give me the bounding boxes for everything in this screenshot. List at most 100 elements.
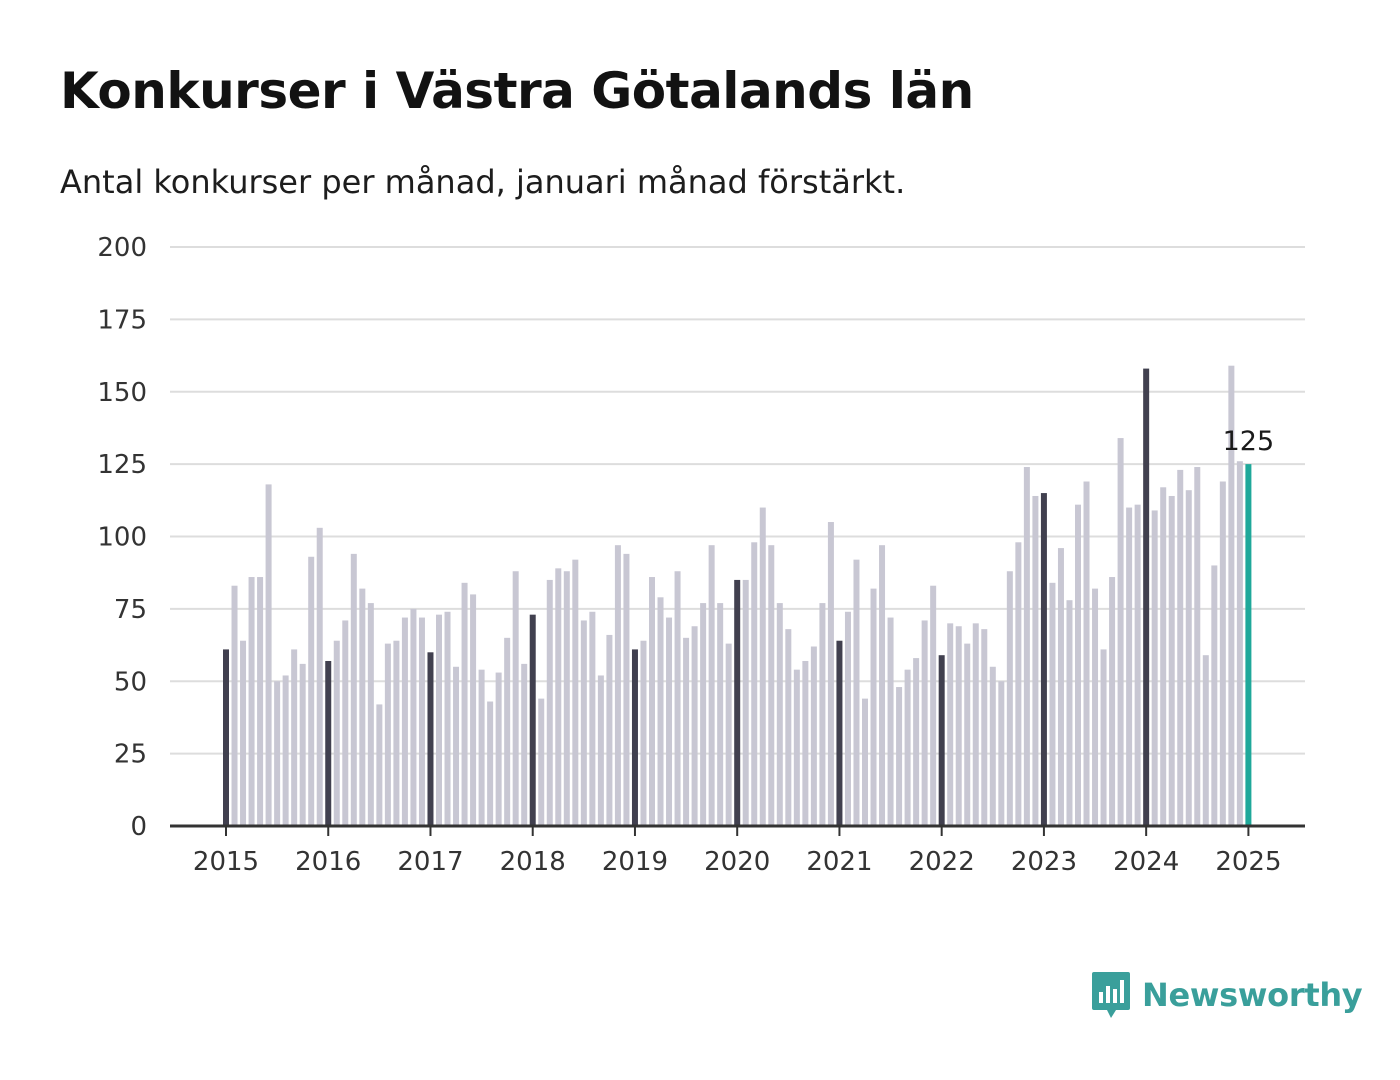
bar [257,577,264,826]
bar [572,559,579,826]
bar [487,701,494,826]
chart-subtitle: Antal konkurser per månad, januari månad… [60,163,906,201]
y-axis-ticks: 0 25 50 75 100 125 150 175 200 [97,233,147,842]
bar [614,545,621,826]
newsworthy-chart-icon [1092,972,1130,1018]
bar [597,675,604,826]
bar [1126,507,1133,826]
bar [666,617,673,826]
bar [350,553,357,826]
bar [521,663,528,826]
bar [989,666,996,826]
bar [836,640,843,826]
y-tick-label: 75 [114,595,147,625]
bar [1075,504,1081,826]
bar [367,603,374,826]
bar [248,577,255,826]
bar [913,658,920,826]
bar [1092,588,1099,826]
bar [623,553,630,826]
bar [1228,365,1235,826]
bar [1219,481,1226,826]
bar [657,597,664,826]
bar [904,669,911,826]
bar [410,608,417,826]
bar [683,637,690,826]
bar [708,545,715,826]
bar [1117,438,1124,826]
x-tick-label: 2018 [500,847,566,877]
bar [717,603,724,826]
bar [384,643,391,826]
y-tick-label: 175 [97,305,147,335]
bar [853,559,860,826]
bar [1040,493,1047,826]
x-tick-label: 2015 [193,847,259,877]
bar [1006,571,1013,826]
bar [1015,542,1022,826]
newsworthy-logo: Newsworthy [1090,970,1363,1020]
bar [529,614,536,826]
bar [359,588,366,826]
bar [1194,467,1201,826]
bar [921,620,928,826]
x-tick-label: 2024 [1113,847,1179,877]
bar [546,579,553,826]
bar [504,637,511,826]
bar [955,626,962,826]
x-tick-label: 2016 [295,847,361,877]
bar [555,568,562,826]
bar [870,588,877,826]
bar [265,484,272,826]
bar [316,527,323,826]
x-tick-label: 2022 [909,847,975,877]
bar [700,603,707,826]
x-tick-label: 2020 [704,847,770,877]
bar [1143,368,1150,826]
bar [649,577,655,826]
bar [947,623,954,826]
bar [299,663,306,826]
bar [972,623,979,826]
bar [453,666,460,826]
bar [1177,469,1184,826]
bar [470,594,477,826]
bar [1185,490,1192,826]
bar [930,585,937,826]
bar [512,571,519,826]
chart-title: Konkurser i Västra Götalands län [60,62,974,120]
bar [1049,582,1056,826]
bar [427,652,434,826]
bar [223,649,229,826]
annotation: 125 [1223,426,1275,457]
bar [1032,495,1039,826]
bar [793,669,800,826]
bar [291,649,298,826]
bar [1236,461,1243,826]
bar [768,545,775,826]
bar [1168,495,1175,826]
bar [231,585,238,826]
y-tick-label: 100 [97,523,147,553]
bar [282,675,289,826]
bar [1023,467,1030,826]
bar [240,640,247,826]
logo-text: Newsworthy [1142,976,1363,1014]
bar [376,704,383,826]
bar [862,698,868,826]
bar [563,571,570,826]
bar [785,629,792,826]
bar [1151,510,1158,826]
bar [580,620,587,826]
bar [1202,655,1209,826]
bar [1083,481,1090,826]
y-tick-label: 200 [97,233,147,263]
bar [819,603,826,826]
bar [725,643,732,826]
bar [810,646,817,826]
bar [1057,548,1064,826]
bar [631,649,638,826]
bar [418,617,425,826]
bar [981,629,988,826]
